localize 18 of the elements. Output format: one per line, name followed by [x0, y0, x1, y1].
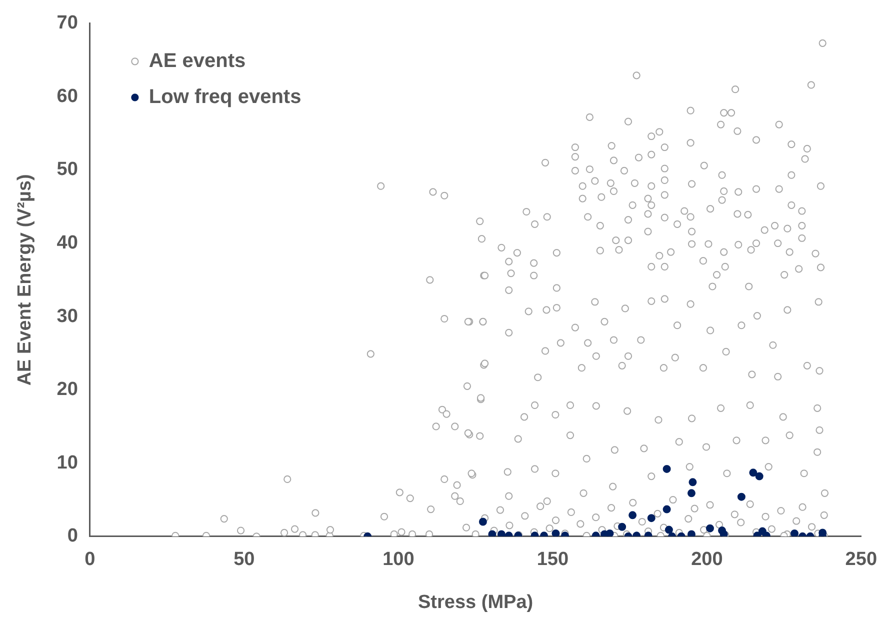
y-tick-label: 20	[56, 379, 78, 400]
x-tick-label: 200	[691, 549, 723, 570]
y-tick-label: 60	[56, 86, 78, 107]
y-tick-label: 50	[56, 159, 78, 180]
x-tick-label: 150	[536, 549, 569, 570]
x-tick-label: 0	[84, 549, 96, 570]
x-axis-title: Stress (MPa)	[418, 592, 534, 613]
x-tick-label: 250	[845, 549, 877, 570]
legend-label: Low freq events	[148, 86, 302, 108]
y-tick-label: 40	[56, 232, 78, 254]
y-tick-label: 10	[56, 452, 78, 474]
y-tick-label: 70	[56, 12, 78, 34]
x-tick-label: 50	[234, 549, 255, 570]
legend-label: AE events	[148, 50, 246, 72]
y-tick-label: 0	[67, 526, 78, 547]
y-tick-label: 30	[56, 306, 78, 327]
x-tick-label: 100	[382, 549, 414, 570]
y-axis-title: AE Event Energy (V²µs)	[14, 174, 36, 386]
